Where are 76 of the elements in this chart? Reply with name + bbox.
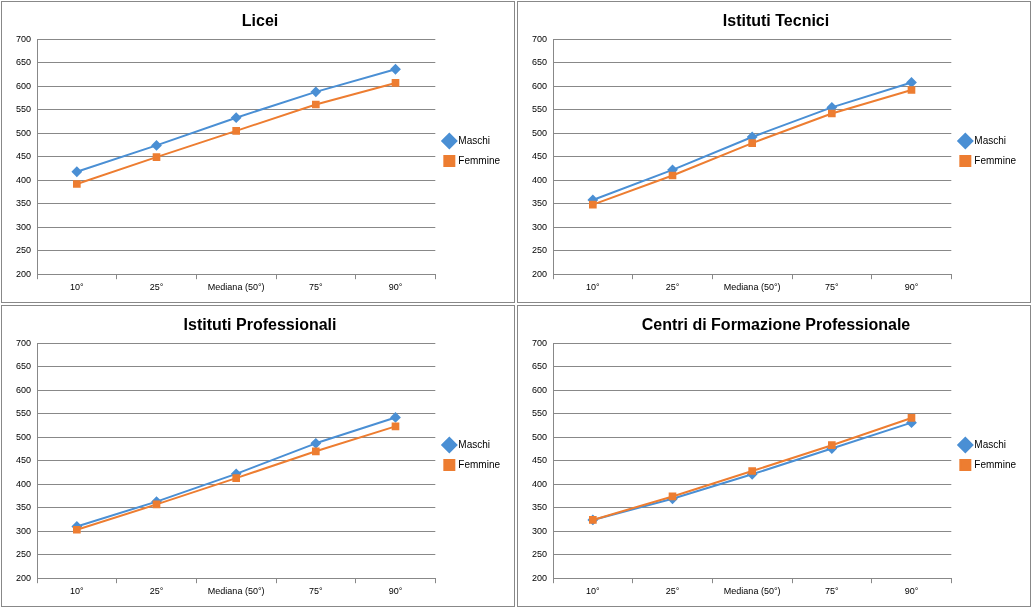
y-tick-label: 700 [531,33,548,44]
x-tick-label: 90° [388,586,403,597]
chart-title: Licei [241,12,279,30]
y-tick-label: 350 [15,502,32,513]
y-tick-label: 700 [15,337,32,348]
x-tick-label: Mediana (50°) [207,282,265,293]
y-tick-label: 650 [531,57,548,68]
chart-title: Centri di Formazione Professionale [641,316,911,334]
y-tick-label: 250 [531,549,548,560]
y-tick-label: 500 [531,127,548,138]
y-tick-label: 250 [15,549,32,560]
y-tick-label: 200 [15,268,32,279]
x-tick-label: 75° [825,586,840,597]
y-tick-label: 200 [15,572,32,583]
legend-label: Femmine [974,458,1017,470]
y-tick-label: 300 [531,525,548,536]
y-tick-label: 650 [15,361,32,372]
y-tick-label: 450 [531,455,548,466]
y-tick-label: 400 [15,478,32,489]
chart-title: Istituti Tecnici [722,12,830,30]
y-tick-label: 350 [531,198,548,209]
y-tick-label: 550 [531,104,548,115]
y-tick-label: 350 [531,502,548,513]
y-tick-label: 550 [15,104,32,115]
y-tick-label: 500 [531,431,548,442]
x-tick-label: 75° [825,282,840,293]
y-tick-label: 250 [531,245,548,256]
y-tick-label: 600 [15,80,32,91]
x-tick-label: 10° [70,282,85,293]
x-tick-label: 25° [149,282,164,293]
x-tick-label: Mediana (50°) [723,282,781,293]
legend-label: Femmine [458,154,501,166]
x-tick-label: 25° [665,282,680,293]
y-tick-label: 600 [15,384,32,395]
y-tick-label: 450 [531,151,548,162]
legend-label: Femmine [974,154,1017,166]
legend-label: Maschi [974,134,1007,146]
chart-title: Istituti Professionali [183,316,337,334]
y-tick-label: 650 [531,361,548,372]
legend-label: Maschi [974,438,1007,450]
y-tick-label: 450 [15,455,32,466]
x-tick-label: 25° [149,586,164,597]
y-tick-label: 650 [15,57,32,68]
y-tick-label: 550 [15,408,32,419]
x-tick-label: 25° [665,586,680,597]
y-tick-label: 700 [531,337,548,348]
y-tick-label: 400 [531,478,548,489]
legend-label: Femmine [458,458,501,470]
legend-label: Maschi [458,438,491,450]
x-tick-label: Mediana (50°) [207,586,265,597]
x-tick-label: 90° [904,586,919,597]
y-tick-label: 200 [531,268,548,279]
x-tick-label: 10° [586,282,601,293]
y-tick-label: 400 [531,174,548,185]
legend-label: Maschi [458,134,491,146]
y-tick-label: 250 [15,245,32,256]
x-tick-label: 10° [70,586,85,597]
x-tick-label: 75° [309,586,324,597]
y-tick-label: 500 [15,127,32,138]
y-tick-label: 300 [15,525,32,536]
y-tick-label: 450 [15,151,32,162]
y-tick-label: 600 [531,384,548,395]
x-tick-label: 90° [388,282,403,293]
x-tick-label: 90° [904,282,919,293]
y-tick-label: 400 [15,174,32,185]
y-tick-label: 350 [15,198,32,209]
y-tick-label: 550 [531,408,548,419]
x-tick-label: Mediana (50°) [723,586,781,597]
y-tick-label: 200 [531,572,548,583]
y-tick-label: 600 [531,80,548,91]
x-tick-label: 75° [309,282,324,293]
x-tick-label: 10° [586,586,601,597]
y-tick-label: 500 [15,431,32,442]
y-tick-label: 700 [15,33,32,44]
y-tick-label: 300 [531,221,548,232]
y-tick-label: 300 [15,221,32,232]
